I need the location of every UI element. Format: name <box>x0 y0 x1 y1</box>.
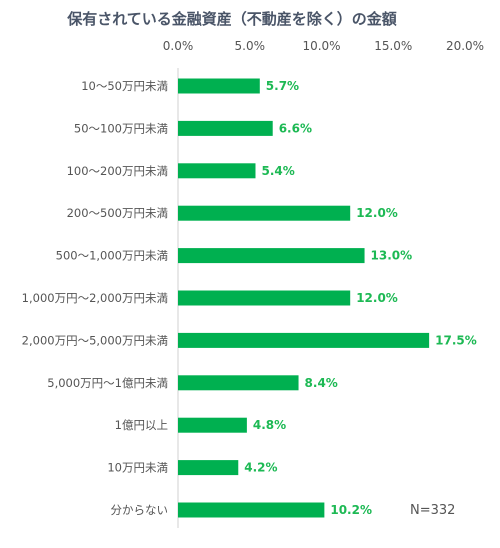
x-tick-label: 0.0% <box>163 39 194 53</box>
bar <box>178 502 325 518</box>
category-label: 分からない <box>111 503 169 517</box>
x-tick-label: 15.0% <box>374 39 412 53</box>
data-label: 6.6% <box>279 121 312 135</box>
bar <box>178 78 260 94</box>
x-tick-label: 20.0% <box>446 39 484 53</box>
sample-size-note: N=332 <box>410 503 455 518</box>
category-label: 10万円未満 <box>107 461 168 475</box>
data-label: 8.4% <box>305 376 338 390</box>
x-tick-label: 10.0% <box>302 39 340 53</box>
bar <box>178 417 247 433</box>
x-tick-label: 5.0% <box>235 39 266 53</box>
data-label: 12.0% <box>356 291 398 305</box>
data-label: 10.2% <box>330 503 372 517</box>
data-label: 12.0% <box>356 206 398 220</box>
bar <box>178 460 239 476</box>
x-axis-ticks: 0.0% 5.0% 10.0% 15.0% 20.0% <box>163 39 484 53</box>
category-label: 50～100万円未満 <box>74 121 168 135</box>
bar <box>178 248 365 264</box>
bar <box>178 290 351 306</box>
category-label: 5,000万円～1億円未満 <box>47 376 168 390</box>
data-label: 5.4% <box>261 164 294 178</box>
category-label: 1,000万円～2,000万円未満 <box>22 291 168 305</box>
chart-title: 保有されている金融資産（不動産を除く）の金額 <box>66 10 397 28</box>
category-label: 200～500万円未満 <box>67 206 168 220</box>
bar <box>178 163 256 179</box>
data-label: 17.5% <box>435 333 477 347</box>
category-label: 1億円以上 <box>115 418 168 432</box>
bars-group <box>178 78 430 518</box>
bar <box>178 205 351 221</box>
data-label: 4.2% <box>244 461 277 475</box>
bar <box>178 375 299 391</box>
bar <box>178 332 430 348</box>
data-label: 5.7% <box>266 79 299 93</box>
category-label: 100～200万円未満 <box>67 164 168 178</box>
data-label: 4.8% <box>253 418 286 432</box>
category-label: 10～50万円未満 <box>81 79 168 93</box>
category-labels: 10～50万円未満 50～100万円未満 100～200万円未満 200～500万円未… <box>22 79 168 517</box>
value-labels: 5.7% 6.6% 5.4% 12.0% 13.0% 12.0% 17.5% 8.4% 4.8%… <box>244 79 476 517</box>
category-label: 500～1,000万円未満 <box>56 249 168 263</box>
data-label: 13.0% <box>371 249 413 263</box>
bar <box>178 120 273 136</box>
category-label: 2,000万円～5,000万円未満 <box>22 333 168 347</box>
